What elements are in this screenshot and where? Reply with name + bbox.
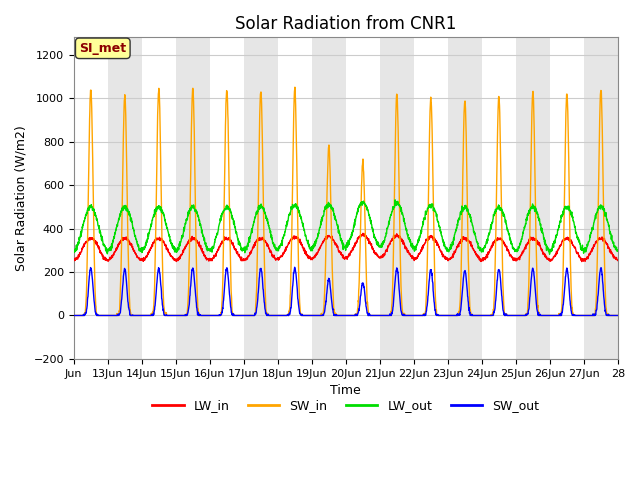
SW_in: [607, 312, 614, 318]
SW_out: [607, 312, 614, 318]
SW_out: [291, 264, 298, 270]
LW_out: [607, 231, 614, 237]
Text: SI_met: SI_met: [79, 42, 126, 55]
LW_out: [391, 197, 399, 203]
LW_out: [614, 249, 621, 254]
SW_in: [70, 312, 77, 318]
Line: SW_in: SW_in: [74, 87, 618, 315]
Line: LW_in: LW_in: [74, 233, 618, 262]
Line: SW_out: SW_out: [74, 267, 618, 315]
Legend: LW_in, SW_in, LW_out, SW_out: LW_in, SW_in, LW_out, SW_out: [147, 394, 545, 417]
Bar: [312, 37, 346, 359]
LW_in: [242, 256, 250, 262]
SW_out: [124, 300, 132, 305]
LW_in: [124, 238, 132, 244]
LW_in: [607, 247, 614, 252]
LW_in: [379, 252, 387, 258]
LW_in: [70, 256, 77, 262]
SW_in: [242, 312, 250, 318]
Bar: [448, 37, 482, 359]
SW_in: [379, 312, 387, 318]
X-axis label: Time: Time: [330, 384, 361, 397]
LW_out: [70, 248, 77, 254]
Bar: [380, 37, 414, 359]
LW_in: [510, 256, 518, 262]
LW_in: [578, 259, 586, 264]
SW_in: [541, 312, 548, 318]
LW_in: [359, 230, 367, 236]
LW_in: [541, 252, 548, 257]
LW_out: [541, 240, 548, 245]
SW_out: [242, 312, 250, 318]
LW_out: [242, 245, 250, 251]
SW_out: [541, 312, 548, 318]
SW_in: [124, 246, 132, 252]
SW_in: [291, 84, 299, 90]
Bar: [108, 37, 142, 359]
LW_out: [510, 245, 518, 251]
LW_in: [614, 257, 621, 263]
Y-axis label: Solar Radiation (W/m2): Solar Radiation (W/m2): [15, 125, 28, 271]
SW_in: [510, 312, 518, 318]
SW_out: [614, 312, 621, 318]
SW_out: [379, 312, 387, 318]
SW_in: [614, 312, 621, 318]
Bar: [584, 37, 618, 359]
SW_out: [510, 312, 518, 318]
LW_out: [378, 241, 386, 247]
Bar: [244, 37, 278, 359]
LW_out: [546, 252, 554, 257]
Bar: [176, 37, 210, 359]
Title: Solar Radiation from CNR1: Solar Radiation from CNR1: [235, 15, 456, 33]
SW_out: [70, 312, 77, 318]
LW_out: [124, 208, 132, 214]
Bar: [516, 37, 550, 359]
Line: LW_out: LW_out: [74, 200, 618, 254]
